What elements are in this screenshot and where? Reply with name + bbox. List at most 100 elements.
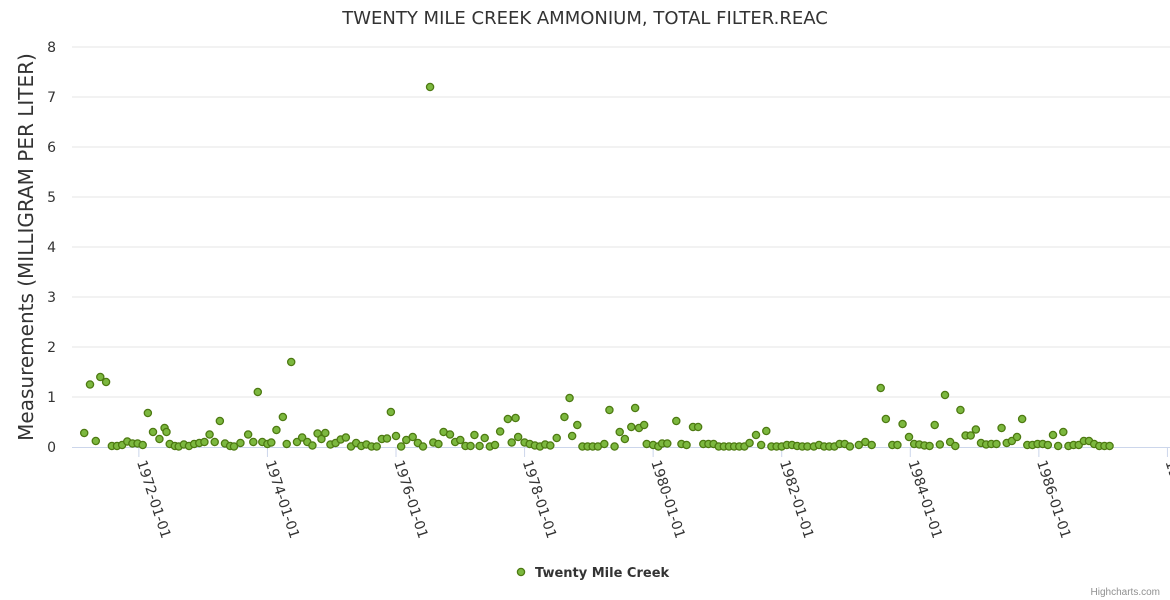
data-point[interactable] [935, 440, 945, 449]
data-point[interactable] [1048, 430, 1058, 440]
data-point[interactable] [138, 440, 147, 450]
data-point[interactable] [382, 434, 392, 443]
data-point[interactable] [620, 434, 630, 444]
legend-item-twenty-mile-creek[interactable]: Twenty Mile Creek [535, 566, 670, 581]
data-point[interactable] [148, 427, 158, 437]
data-point[interactable] [272, 425, 281, 435]
data-point[interactable] [253, 387, 263, 397]
data-point[interactable] [297, 433, 307, 442]
data-point[interactable] [867, 440, 876, 450]
data-point[interactable] [951, 441, 960, 451]
data-point[interactable] [511, 413, 520, 423]
data-point[interactable] [560, 412, 569, 422]
data-point[interactable] [85, 380, 95, 389]
data-point[interactable] [745, 438, 754, 448]
data-point[interactable] [386, 407, 396, 417]
data-point[interactable] [992, 439, 1001, 449]
data-point[interactable] [573, 420, 582, 430]
data-point[interactable] [243, 430, 253, 439]
data-point[interactable] [552, 433, 561, 443]
data-point[interactable] [205, 430, 214, 439]
data-point[interactable] [605, 405, 614, 415]
data-point[interactable] [425, 82, 435, 92]
data-point[interactable] [930, 420, 939, 430]
data-point[interactable] [1017, 414, 1027, 424]
data-point[interactable] [876, 383, 885, 393]
data-point[interactable] [762, 426, 771, 436]
data-point[interactable] [480, 433, 489, 443]
data-point[interactable] [292, 437, 302, 447]
data-point[interactable] [898, 419, 907, 429]
data-point[interactable] [143, 408, 153, 418]
data-point[interactable] [971, 425, 981, 434]
data-point[interactable] [282, 439, 291, 449]
data-point[interactable] [904, 432, 914, 442]
data-point[interactable] [1012, 432, 1022, 442]
data-point[interactable] [278, 412, 288, 422]
credits-link[interactable]: Highcharts.com [1091, 587, 1160, 598]
data-point[interactable] [418, 442, 428, 451]
data-point[interactable] [893, 440, 902, 450]
data-point[interactable] [200, 437, 209, 447]
data-point[interactable] [236, 438, 245, 448]
data-point[interactable] [627, 422, 636, 432]
data-point[interactable] [229, 442, 239, 451]
data-point[interactable] [756, 440, 766, 450]
data-point[interactable] [610, 442, 619, 451]
data-point[interactable] [308, 441, 317, 450]
data-point[interactable] [490, 440, 500, 450]
data-point[interactable] [1105, 441, 1114, 451]
data-point[interactable] [215, 416, 225, 426]
data-point[interactable] [495, 427, 505, 436]
data-point[interactable] [79, 428, 89, 438]
data-point[interactable] [672, 416, 681, 426]
data-point[interactable] [956, 405, 965, 415]
data-point[interactable] [751, 430, 761, 440]
data-point[interactable] [546, 441, 555, 450]
series-twenty-mile-creek[interactable] [79, 82, 1114, 451]
data-point[interactable] [475, 441, 484, 451]
data-point[interactable] [565, 393, 574, 403]
data-point[interactable] [286, 357, 296, 367]
data-point[interactable] [639, 420, 649, 430]
data-point[interactable] [445, 430, 455, 439]
data-point[interactable] [663, 439, 672, 448]
data-point[interactable] [503, 414, 513, 424]
data-point[interactable] [1043, 440, 1053, 450]
data-point[interactable] [567, 431, 577, 441]
data-point[interactable] [940, 390, 950, 400]
data-point[interactable] [96, 372, 105, 382]
data-point[interactable] [1059, 427, 1068, 437]
legend[interactable]: Twenty Mile Creek [516, 566, 670, 581]
data-point[interactable] [1053, 441, 1063, 451]
data-point[interactable] [210, 437, 219, 447]
data-point[interactable] [101, 377, 111, 387]
data-point[interactable] [391, 431, 401, 441]
data-point[interactable] [372, 442, 381, 451]
data-point[interactable] [881, 414, 891, 424]
data-point[interactable] [470, 430, 479, 440]
data-point[interactable] [162, 427, 171, 437]
data-point[interactable] [925, 441, 934, 451]
data-point[interactable] [249, 437, 258, 447]
data-point[interactable] [456, 435, 465, 445]
data-point[interactable] [966, 431, 975, 440]
data-point[interactable] [317, 434, 326, 444]
data-point[interactable] [396, 442, 406, 451]
data-point[interactable] [408, 432, 417, 442]
data-point[interactable] [845, 442, 855, 451]
data-point[interactable] [630, 403, 640, 413]
data-point[interactable] [507, 438, 516, 447]
data-point[interactable] [321, 428, 330, 438]
data-point[interactable] [513, 432, 523, 442]
data-point[interactable] [434, 439, 443, 449]
data-point[interactable] [155, 434, 164, 444]
data-point[interactable] [91, 436, 101, 446]
data-point[interactable] [466, 441, 475, 451]
data-point[interactable] [997, 423, 1006, 433]
data-point[interactable] [341, 433, 351, 442]
data-point[interactable] [600, 439, 609, 449]
data-point[interactable] [615, 427, 624, 437]
legend-marker-twenty-mile-creek[interactable] [516, 567, 526, 577]
data-point[interactable] [267, 438, 276, 447]
